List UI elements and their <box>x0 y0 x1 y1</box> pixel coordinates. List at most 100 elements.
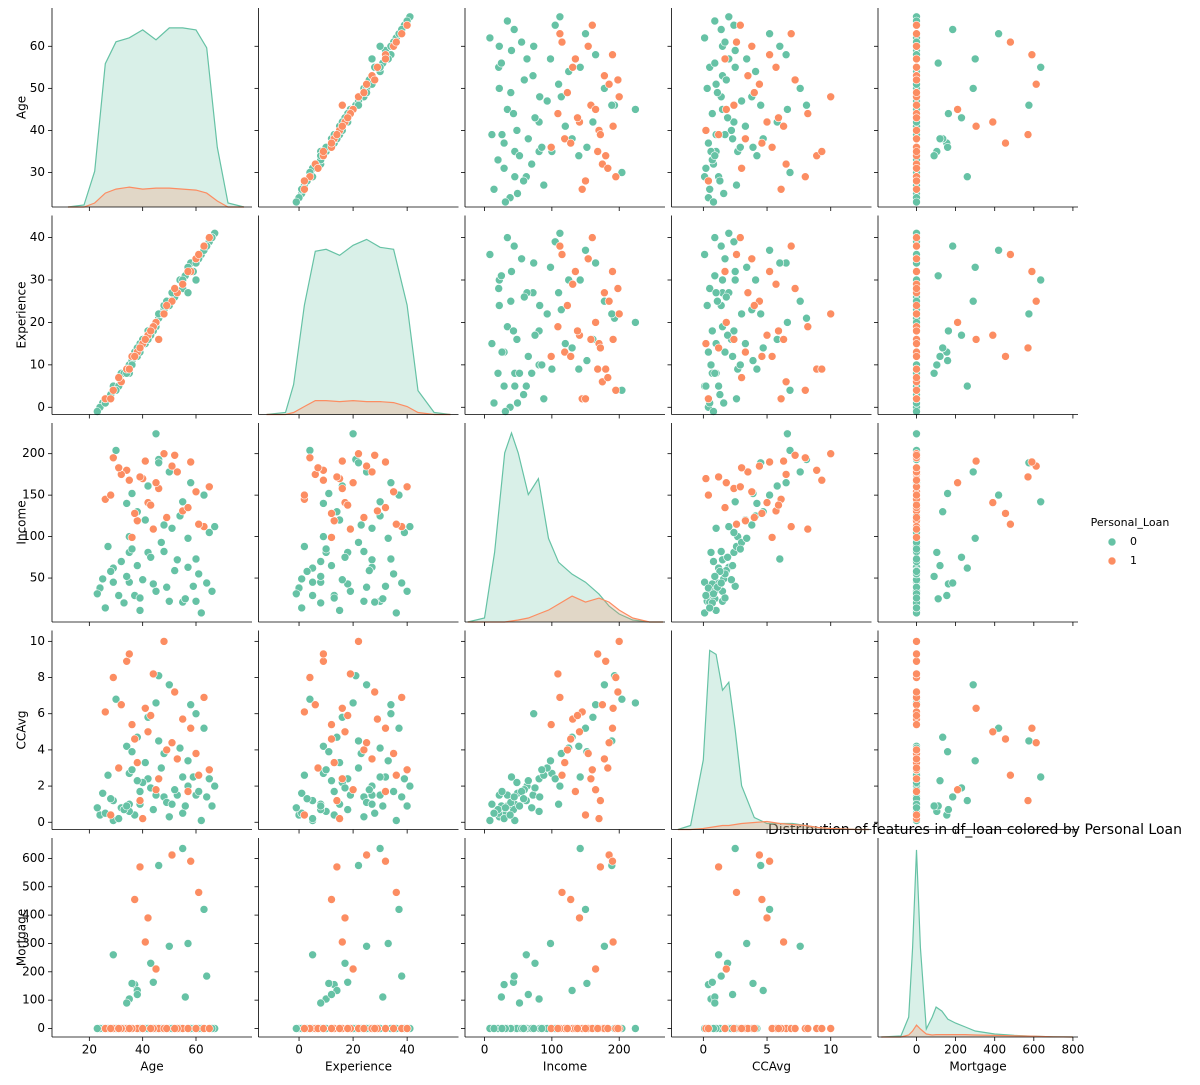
scatter-point <box>912 603 921 613</box>
scatter-point <box>707 977 717 987</box>
y-tick-label: 300 <box>22 936 45 950</box>
scatter-point <box>563 1024 572 1033</box>
scatter-point <box>157 538 166 547</box>
scatter-point <box>772 481 782 491</box>
scatter-point <box>571 267 580 276</box>
scatter-point <box>555 241 565 251</box>
scatter-point <box>178 772 187 782</box>
scatter-point <box>790 450 800 460</box>
scatter-point <box>297 574 307 584</box>
scatter-point <box>631 105 640 114</box>
scatter-point <box>723 330 732 340</box>
scatter-point <box>515 998 524 1008</box>
scatter-point <box>186 856 195 866</box>
scatter-point <box>527 803 537 813</box>
scatter-point <box>499 381 509 391</box>
scatter-point <box>971 456 981 466</box>
scatter-point <box>566 895 576 904</box>
scatter-point <box>988 727 998 737</box>
scatter-point <box>737 463 746 473</box>
y-axis-label: Age <box>15 96 29 119</box>
scatter-point <box>186 700 195 710</box>
scatter-point <box>381 503 390 512</box>
scatter-point <box>191 709 201 719</box>
scatter-point <box>529 41 539 51</box>
scatter-point <box>574 364 584 374</box>
scatter-point <box>391 816 401 825</box>
scatter-point <box>362 461 371 471</box>
scatter-point <box>735 482 745 492</box>
scatter-point <box>487 799 497 809</box>
scatter-point <box>125 475 134 485</box>
scatter-point <box>509 241 519 251</box>
scatter-point <box>571 787 580 796</box>
scatter-point <box>735 20 745 30</box>
scatter-point <box>173 467 182 477</box>
scatter-point <box>742 533 752 543</box>
scatter-point <box>537 360 547 370</box>
scatter-point <box>397 29 407 39</box>
scatter-point <box>170 785 179 795</box>
scatter-point <box>159 309 169 319</box>
scatter-point <box>912 500 921 510</box>
scatter-point <box>375 497 385 507</box>
kde-fill <box>467 596 663 622</box>
scatter-point <box>587 765 597 775</box>
scatter-point <box>497 130 507 139</box>
scatter-point <box>912 475 921 485</box>
scatter-point <box>727 126 736 135</box>
scatter-point <box>391 519 401 529</box>
scatter-point <box>912 29 921 39</box>
scatter-point <box>912 197 921 207</box>
scatter-point <box>721 478 731 488</box>
scatter-point <box>194 888 203 897</box>
scatter-point <box>593 147 603 156</box>
scatter-point <box>700 33 709 43</box>
kde-line <box>467 431 663 623</box>
scatter-point <box>1001 509 1010 518</box>
scatter-point <box>546 756 555 766</box>
scatter-point <box>713 88 722 97</box>
scatter-point <box>800 385 810 395</box>
scatter-point <box>729 335 739 344</box>
scatter-point <box>730 63 740 72</box>
scatter-point <box>146 958 155 968</box>
scatter-point <box>593 364 603 374</box>
scatter-point <box>162 301 171 310</box>
y-axis-label: Mortgage <box>15 909 29 966</box>
scatter-point <box>575 844 585 853</box>
scatter-point <box>291 197 301 207</box>
scatter-point <box>327 1024 336 1033</box>
scatter-point <box>948 241 958 251</box>
scatter-point <box>313 164 323 173</box>
scatter-point <box>313 463 323 473</box>
scatter-point <box>165 941 174 951</box>
scatter-point <box>767 533 777 542</box>
scatter-point <box>550 20 560 30</box>
scatter-point <box>711 288 721 298</box>
scatter-point <box>776 394 786 404</box>
y-tick-label: 60 <box>30 39 45 53</box>
scatter-point <box>513 398 522 408</box>
scatter-point <box>795 467 805 477</box>
scatter-point <box>575 772 585 782</box>
scatter-point <box>316 557 326 566</box>
scatter-point <box>191 1024 201 1033</box>
scatter-point <box>714 472 723 482</box>
scatter-point <box>933 271 943 281</box>
scatter-point <box>826 92 836 102</box>
scatter-point <box>700 608 709 618</box>
y-tick-label: 50 <box>30 571 45 585</box>
scatter-point <box>391 608 401 618</box>
scatter-point <box>367 555 377 565</box>
scatter-point <box>701 381 711 391</box>
scatter-point <box>354 736 363 746</box>
scatter-point <box>608 937 618 947</box>
scatter-point <box>728 352 737 361</box>
scatter-point <box>194 770 203 780</box>
scatter-point <box>719 398 729 408</box>
scatter-point <box>715 567 725 576</box>
scatter-point <box>588 117 598 127</box>
scatter-point <box>348 964 358 974</box>
scatter-point <box>730 844 740 853</box>
